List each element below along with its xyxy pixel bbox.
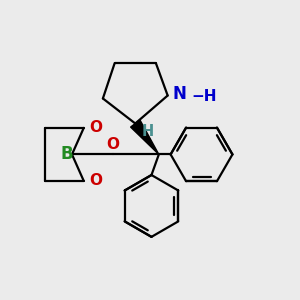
Polygon shape: [130, 120, 159, 154]
Text: O: O: [89, 173, 102, 188]
Text: O: O: [89, 120, 102, 135]
Text: H: H: [142, 124, 154, 139]
Text: B: B: [60, 146, 73, 164]
Text: O: O: [107, 137, 120, 152]
Text: N: N: [173, 85, 187, 103]
Text: −H: −H: [192, 89, 217, 104]
